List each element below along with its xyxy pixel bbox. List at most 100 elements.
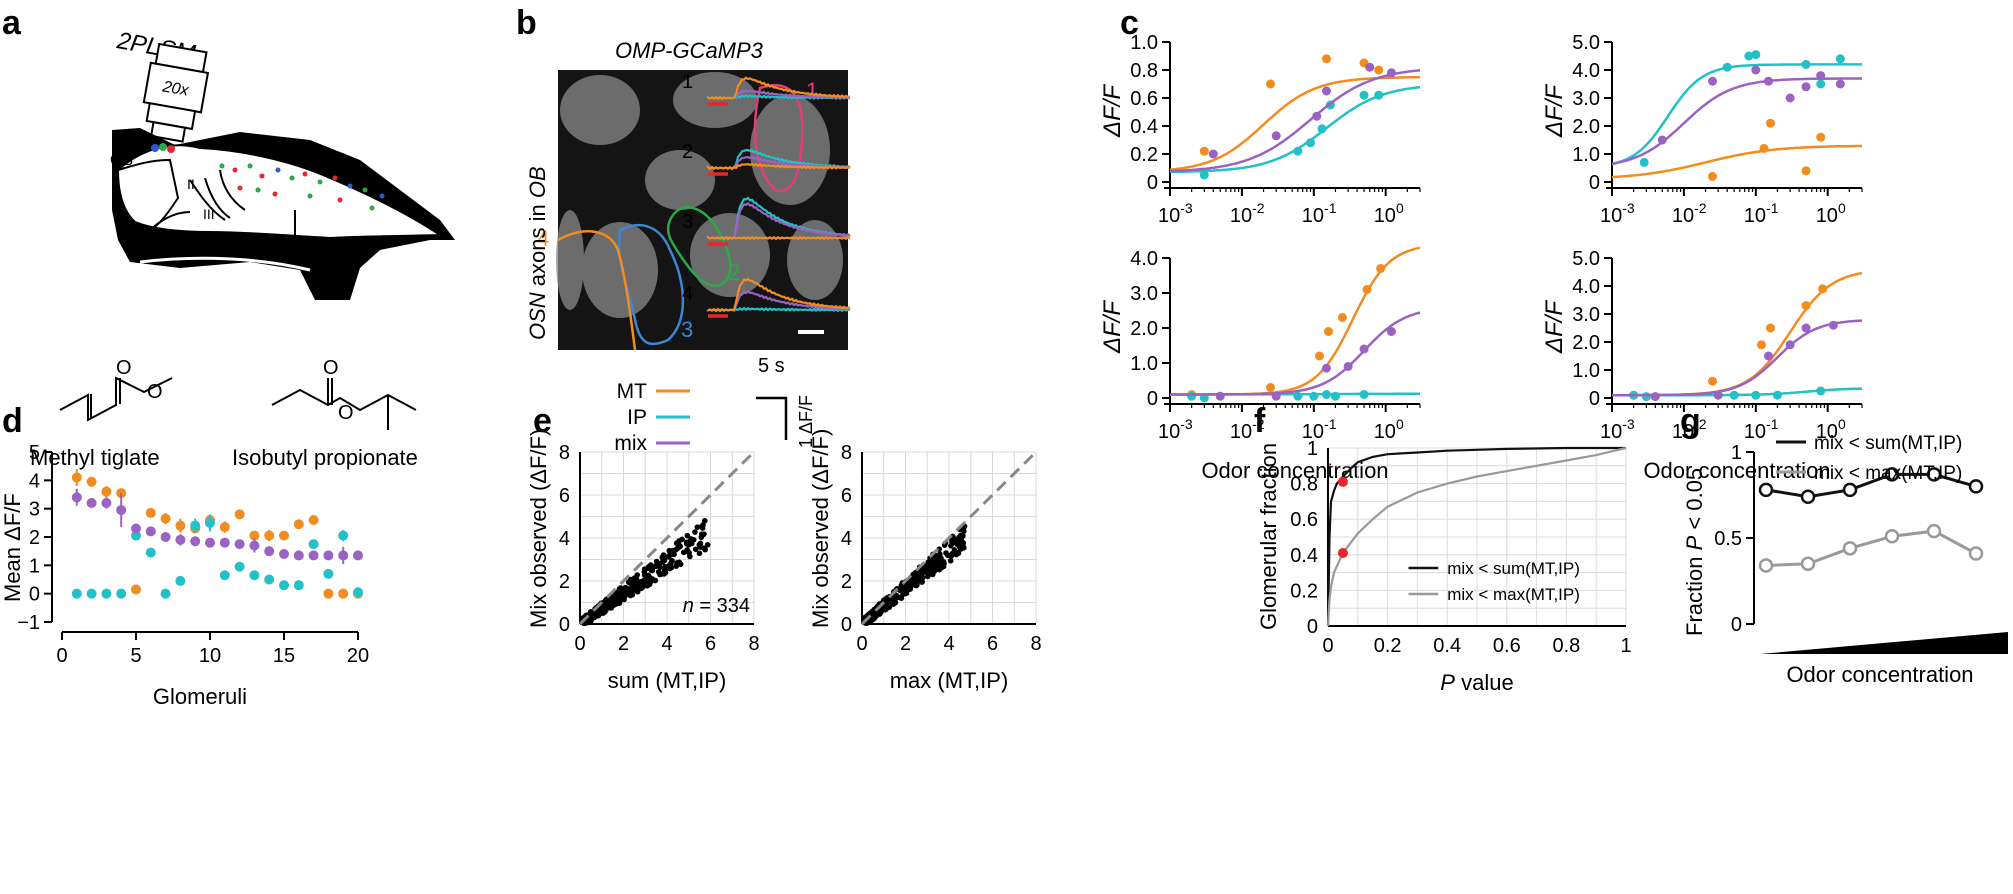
y-tick-label: 5 (29, 442, 40, 464)
x-tick-label: 0 (1322, 635, 1333, 657)
data-point-mix (1785, 340, 1795, 350)
data-point (892, 594, 898, 601)
panel-b: OMP-GCaMP3 1 2 3 4 OSN axons in OB MT IP (525, 38, 851, 455)
panel-label-b: b (516, 4, 537, 42)
fraction-point-sum (1758, 482, 1774, 498)
mean-point-ip (145, 547, 156, 558)
concentration-wedge (1760, 632, 2008, 654)
y-tick-label: 0.4 (1130, 116, 1158, 138)
data-point-mt (1765, 118, 1775, 128)
data-point-mix (1816, 71, 1826, 81)
data-point (680, 549, 687, 556)
data-point-mt (1374, 65, 1384, 75)
mean-point-mix (145, 526, 156, 537)
y-axis-label: Mix observed (ΔF/F) (808, 429, 833, 628)
data-point-mt (1314, 351, 1324, 361)
mean-point-mix (175, 534, 186, 545)
y-tick-label: 4.0 (1130, 248, 1158, 270)
y-label-suffix: < 0.05 (1682, 468, 1707, 536)
fraction-point-sum (1968, 479, 1984, 494)
mean-point-ip (234, 561, 245, 572)
mean-point-mt (131, 584, 141, 595)
data-point (692, 529, 698, 535)
x-tick-label: 4 (943, 633, 954, 655)
x-tick-exponent: -3 (1180, 416, 1193, 432)
fraction-point-max (1800, 556, 1816, 572)
data-point (684, 532, 691, 539)
data-point-mix (1650, 392, 1660, 402)
y-tick-label: 2.0 (1572, 332, 1600, 354)
x-axis-label: Odor concentration (1786, 662, 1973, 687)
y-label-p: P (1682, 535, 1707, 550)
data-point-mix (1708, 76, 1718, 86)
data-point (675, 545, 681, 552)
unity-line (578, 450, 756, 626)
data-point (598, 610, 604, 617)
x-tick-label: 2 (618, 633, 629, 655)
y-tick-label: 4.0 (1572, 60, 1600, 82)
data-point-mix (1763, 351, 1773, 361)
fraction-line-max (1765, 529, 1977, 567)
region-label-ob: OB (110, 152, 133, 169)
legend-mt-label: MT (617, 380, 647, 403)
panel-label-f: f (1254, 402, 1266, 440)
trace-4-mt (706, 277, 851, 313)
data-point-mix (1321, 363, 1331, 373)
x-tick-exponent: -3 (1622, 416, 1635, 432)
x-tick-exponent: -1 (1766, 416, 1779, 432)
y-tick-label: 0.8 (1130, 60, 1158, 82)
data-point-ip (1199, 170, 1209, 180)
data-point-ip (1306, 138, 1316, 148)
x-tick-exponent: -1 (1766, 200, 1779, 216)
mean-point-ip (175, 575, 186, 586)
mean-point-mix (264, 546, 275, 557)
data-point-mix (1215, 391, 1225, 401)
data-point (641, 572, 648, 578)
chart-c-top-left: 0 0.2 0.4 0.6 0.8 1.0 10-3 10-2 10-1 100 ΔF/F (1099, 32, 1421, 227)
data-point (618, 591, 624, 597)
y-tick-label: 0 (841, 614, 852, 636)
data-point (641, 577, 647, 584)
y-axis-label: ΔF/F (1541, 300, 1568, 354)
panel-label-g: g (1680, 402, 1701, 440)
receptor-dots (151, 143, 385, 211)
data-point (883, 606, 889, 612)
data-point-mix (1657, 135, 1667, 145)
x-tick-label: 0.2 (1374, 635, 1402, 657)
osn-axon-label: OSN axons in OB (525, 166, 550, 340)
mean-point-mix (234, 539, 245, 550)
y-label-prefix: Fraction (1682, 550, 1707, 636)
y-tick-label: 2 (841, 571, 852, 593)
data-point-mt (1801, 166, 1811, 176)
micrograph-blobs (556, 72, 843, 318)
data-point (668, 551, 674, 558)
y-tick-label: 0 (1589, 388, 1600, 410)
data-point (694, 524, 701, 530)
legend-ip-label: IP (627, 406, 647, 429)
data-point-mt (1337, 313, 1347, 322)
mean-point-ip (338, 530, 349, 541)
panel-c-dose-response: 00.20.40.60.81.010-3 10-2 10-1 100ΔF/F01.02… (1099, 32, 1863, 483)
data-point-mix (1785, 93, 1795, 103)
p05-marker (1337, 476, 1348, 487)
data-point (943, 550, 949, 556)
fraction-point-max (1842, 541, 1858, 556)
y-tick-label: 3 (29, 499, 40, 521)
data-point (673, 563, 679, 569)
data-point-mix (1713, 390, 1723, 400)
n-value: = 334 (694, 595, 750, 617)
compound-mt-name: Methyl tiglate (30, 445, 160, 470)
fraction-point-max (1884, 529, 1900, 544)
x-tick-label: 10-2 (1672, 200, 1707, 227)
legend-label-sum: mix < sum(MT,IP) (1447, 559, 1580, 578)
legend-label-max: mix < max(MT,IP) (1814, 463, 1962, 484)
y-tick-label: 3.0 (1572, 88, 1600, 110)
x-tick-label: 100 (1374, 416, 1404, 443)
roi-label-3: 3 (681, 317, 693, 342)
mean-point-mix (86, 498, 97, 508)
y-tick-label: −1 (17, 612, 40, 634)
x-axis-label: P value (1440, 670, 1513, 695)
mean-point-ip (308, 539, 319, 550)
isobutyl-propionate-structure (271, 378, 417, 430)
x-tick-label: 0.6 (1493, 635, 1521, 657)
